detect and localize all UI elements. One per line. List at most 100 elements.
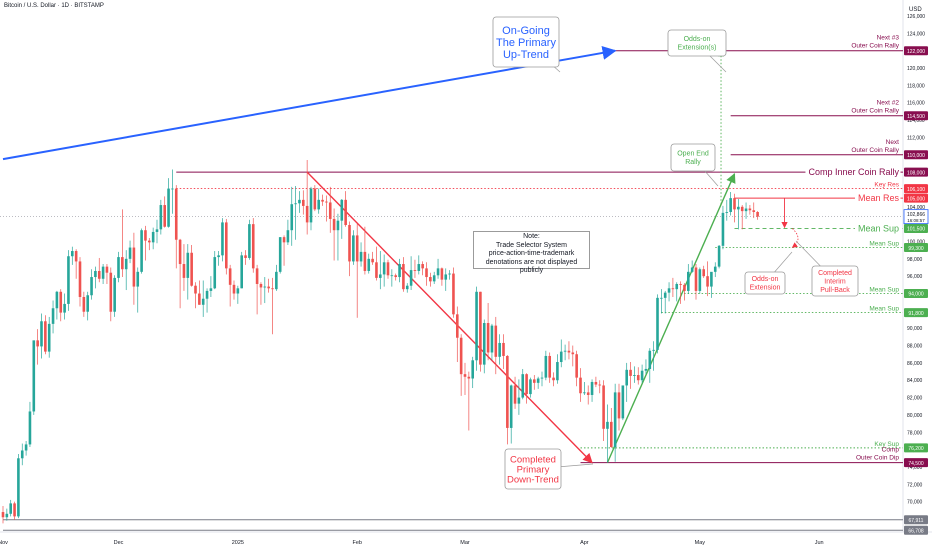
callout-text: Odds-on Extension bbox=[750, 276, 781, 292]
candle-body bbox=[540, 377, 544, 379]
candle-body bbox=[155, 229, 159, 232]
candle-body bbox=[209, 288, 213, 291]
price-tag-label: 94,000 bbox=[908, 292, 924, 298]
y-tick-label: 114,000 bbox=[907, 118, 925, 124]
candle-body bbox=[567, 350, 571, 353]
candle-body bbox=[506, 355, 509, 428]
candle-body bbox=[448, 273, 451, 275]
candle-body bbox=[67, 256, 70, 304]
candle-body bbox=[198, 293, 201, 305]
candle-body bbox=[636, 375, 640, 381]
candle-body bbox=[494, 325, 498, 357]
price-level-label: Next #3 Outer Coin Rally bbox=[851, 35, 899, 50]
currency-label: USD bbox=[909, 7, 922, 13]
price-level-label: Mean Res bbox=[858, 193, 900, 203]
candle-body bbox=[375, 262, 378, 278]
candle-body bbox=[336, 220, 340, 231]
price-axis[interactable]: 70,00072,00074,00076,00078,00080,00082,0… bbox=[907, 14, 925, 506]
candle-body bbox=[571, 352, 575, 355]
candle-body bbox=[232, 284, 236, 294]
candle-body bbox=[136, 271, 140, 287]
price-tag bbox=[904, 46, 928, 56]
price-tag-label: 106,100 bbox=[907, 187, 925, 193]
price-tag-label: 66,708 bbox=[908, 528, 924, 534]
candle-body bbox=[51, 308, 55, 324]
candle-body bbox=[748, 208, 752, 211]
candle-body bbox=[717, 245, 721, 267]
price-tag bbox=[904, 167, 928, 177]
candle-body bbox=[171, 188, 174, 190]
candle-body bbox=[610, 421, 613, 448]
candle-body bbox=[344, 199, 347, 226]
candle-body bbox=[309, 188, 313, 223]
y-tick-label: 116,000 bbox=[907, 101, 925, 107]
candle-body bbox=[679, 283, 682, 285]
y-tick-label: 118,000 bbox=[907, 83, 925, 89]
candle-body bbox=[586, 392, 590, 395]
candle-body bbox=[1, 512, 5, 518]
price-tag-label: 114,500 bbox=[907, 114, 925, 120]
candle-body bbox=[174, 188, 178, 240]
candle-body bbox=[117, 257, 120, 278]
candle-body bbox=[97, 270, 101, 279]
price-tag-label: 101,500 bbox=[907, 227, 925, 233]
candle-body bbox=[74, 251, 78, 262]
candle-body bbox=[613, 392, 617, 448]
candle-body bbox=[132, 247, 136, 287]
callout-box bbox=[811, 265, 859, 297]
y-tick-label: 100,000 bbox=[907, 239, 925, 245]
candle-body bbox=[533, 379, 536, 383]
x-tick-label: Jun bbox=[815, 540, 824, 546]
trend-lines[interactable] bbox=[2, 46, 799, 464]
callouts: On-Going The Primary Up-Trend Odds-on Extens… bbox=[492, 16, 859, 490]
candle-body bbox=[733, 198, 736, 210]
candle-body bbox=[359, 251, 363, 262]
candle-body bbox=[113, 277, 116, 312]
open-end-rally-line bbox=[606, 172, 736, 463]
candle-body bbox=[9, 503, 12, 514]
candle-body bbox=[255, 268, 259, 284]
candle-body bbox=[390, 275, 394, 277]
candle-body bbox=[405, 285, 409, 290]
candle-body bbox=[328, 202, 332, 219]
price-tag-label: 108,000 bbox=[907, 170, 925, 176]
candle-body bbox=[144, 230, 147, 241]
candle-body bbox=[20, 450, 24, 459]
candle-body bbox=[63, 303, 66, 313]
candle-body bbox=[78, 261, 82, 297]
candle-body bbox=[205, 290, 209, 299]
y-tick-label: 70,000 bbox=[907, 500, 923, 506]
candle-body bbox=[544, 355, 548, 378]
x-tick-label: Mar bbox=[460, 540, 470, 546]
candle-body bbox=[167, 188, 170, 227]
candle-body bbox=[267, 286, 270, 289]
candle-body bbox=[340, 199, 344, 221]
candle-body bbox=[656, 297, 659, 350]
candle-body bbox=[552, 377, 555, 381]
y-tick-label: 90,000 bbox=[907, 326, 923, 332]
y-tick-label: 88,000 bbox=[907, 344, 923, 350]
candle-body bbox=[36, 340, 39, 347]
candle-body bbox=[352, 235, 355, 262]
candle-body bbox=[521, 374, 525, 398]
x-tick-label: Apr bbox=[580, 540, 589, 546]
candle-body bbox=[579, 377, 582, 394]
candle-body bbox=[159, 205, 163, 230]
current-price-tag bbox=[903, 209, 929, 225]
candle-body bbox=[355, 235, 359, 262]
candle-body bbox=[221, 222, 224, 256]
candle-body bbox=[109, 272, 113, 312]
candle-body bbox=[367, 258, 371, 271]
candle-body bbox=[517, 397, 521, 404]
y-tick-label: 124,000 bbox=[907, 31, 925, 37]
y-tick-label: 82,000 bbox=[907, 396, 923, 402]
note-line: Note: bbox=[523, 233, 540, 240]
candle-body bbox=[629, 369, 632, 376]
candle-body bbox=[667, 288, 671, 293]
candle-body bbox=[671, 288, 675, 290]
primary-up-trend-line bbox=[2, 46, 617, 161]
candle-body bbox=[502, 342, 505, 356]
time-axis[interactable]: Nov Dec 2025 Feb Mar Apr May Jun bbox=[0, 540, 824, 546]
candle-body bbox=[348, 225, 351, 262]
